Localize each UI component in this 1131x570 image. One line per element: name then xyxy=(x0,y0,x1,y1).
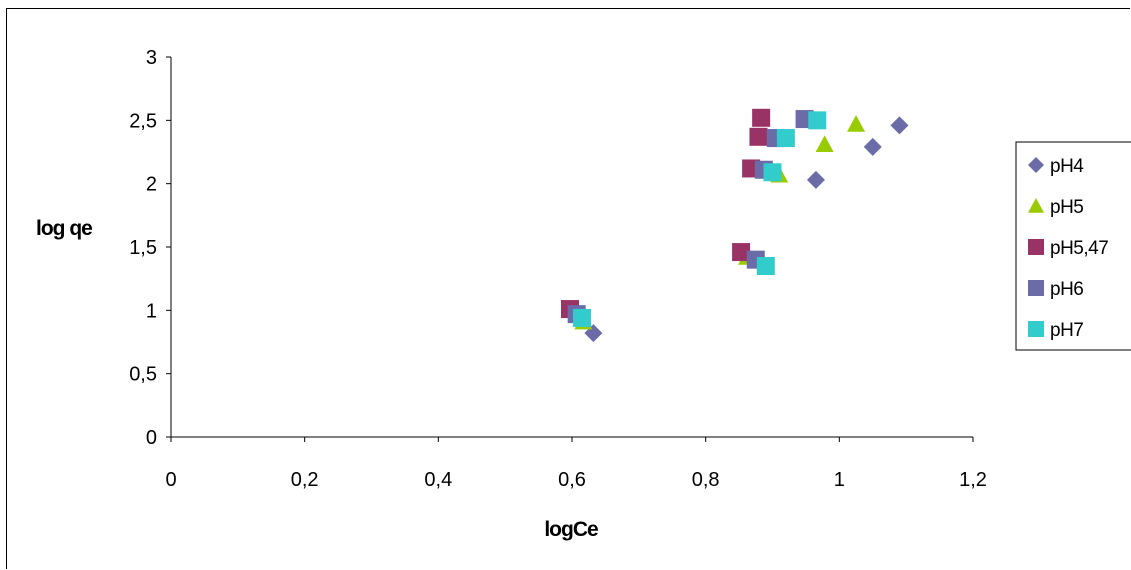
x-tick-label: 0,4 xyxy=(424,469,452,491)
data-point xyxy=(890,116,909,135)
legend-label: pH5 xyxy=(1050,197,1083,218)
x-tick-label: 0,6 xyxy=(558,469,586,491)
y-tick-label: 0 xyxy=(146,427,157,449)
legend-marker xyxy=(1028,321,1044,337)
data-point xyxy=(808,111,827,130)
x-tick-label: 0,2 xyxy=(291,469,319,491)
legend-label: pH4 xyxy=(1050,156,1084,177)
data-point xyxy=(752,108,771,127)
data-point xyxy=(763,163,782,182)
data-point xyxy=(756,257,775,275)
data-point xyxy=(815,135,834,153)
series-ph4 xyxy=(584,116,909,343)
x-axis-title: logCe xyxy=(544,518,598,541)
y-axis-title: log qe xyxy=(36,217,92,240)
legend-label: pH5,47 xyxy=(1050,238,1108,259)
axes: 0 0,5 1 1,5 2 2,5 3 0 0,2 0,4 0,6 0,8 1 1,2 xyxy=(129,47,987,491)
series-ph7 xyxy=(573,111,827,327)
legend-item: pH5 xyxy=(1028,197,1084,218)
data-point xyxy=(732,243,751,262)
y-tick-label: 2,5 xyxy=(129,110,157,132)
legend-item: pH6 xyxy=(1028,279,1084,300)
x-tick-label: 0 xyxy=(165,469,176,491)
chart-area xyxy=(6,8,1130,569)
x-tick-label: 0,8 xyxy=(692,469,720,491)
data-point xyxy=(806,170,825,189)
legend-marker xyxy=(1028,157,1044,173)
data-point xyxy=(863,137,882,156)
y-tick-label: 3 xyxy=(146,47,157,69)
data-point xyxy=(847,115,866,132)
data-point xyxy=(776,129,795,148)
legend-marker xyxy=(1028,239,1044,255)
y-tick-label: 0,5 xyxy=(129,364,157,386)
y-tick-label: 1,5 xyxy=(129,237,157,259)
legend-marker xyxy=(1028,280,1044,296)
y-tick-label: 1 xyxy=(146,300,157,322)
data-point xyxy=(573,308,592,327)
data-points xyxy=(560,108,909,343)
x-tick-label: 1,2 xyxy=(959,469,987,491)
legend-label: pH7 xyxy=(1050,320,1083,341)
series-ph5-47 xyxy=(560,108,771,319)
legend-marker xyxy=(1028,198,1044,213)
legend-box xyxy=(1015,141,1131,351)
series-ph6 xyxy=(567,110,814,324)
legend: pH4 pH5 pH5,47 pH6 pH7 xyxy=(1015,141,1131,351)
series-ph5 xyxy=(574,115,866,330)
legend-item: pH7 xyxy=(1028,320,1084,341)
y-tick-label: 2 xyxy=(146,174,157,196)
legend-item: pH5,47 xyxy=(1028,238,1109,259)
legend-item: pH4 xyxy=(1028,156,1085,177)
legend-label: pH6 xyxy=(1050,279,1083,300)
x-tick-label: 1 xyxy=(834,469,845,491)
data-point xyxy=(749,127,768,146)
